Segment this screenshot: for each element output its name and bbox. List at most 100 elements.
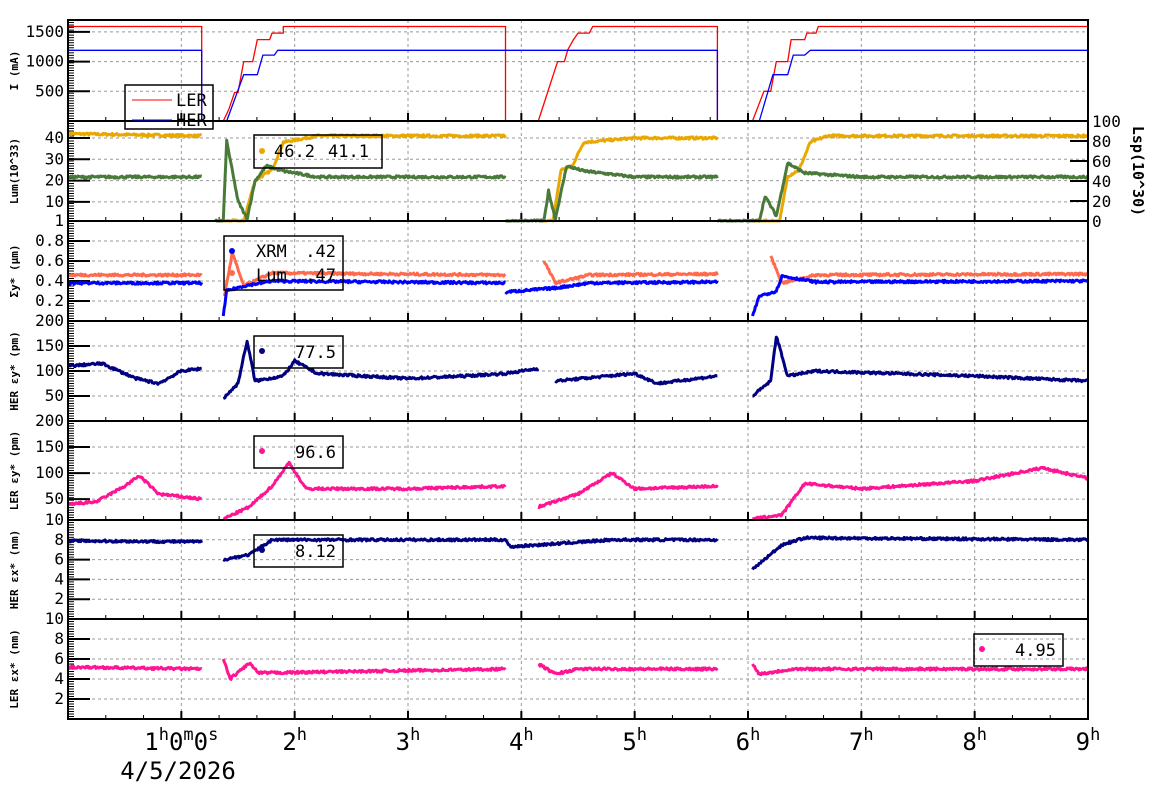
y-tick-label: 150 (35, 437, 64, 456)
y-tick-label: 150 (35, 336, 64, 355)
y-tick-label: 500 (35, 81, 64, 100)
legend-value: 4.95 (1015, 641, 1056, 661)
legend-marker-lum (229, 270, 235, 276)
y-tick-label: 4 (54, 569, 64, 588)
x-tick-label-part: 2 (282, 728, 296, 756)
y-tick-label: 200 (35, 411, 64, 430)
x-tick-label-part: 8 (962, 728, 976, 756)
y-axis-label: HER εy* (pm) (8, 331, 21, 410)
x-tick-label-part: h (159, 725, 169, 745)
y-tick-label: 10 (45, 510, 64, 529)
y-tick-label: 8 (54, 530, 64, 549)
x-tick-label-part: h (410, 725, 420, 745)
y-axis-label: Lum(10^33) (8, 138, 21, 204)
y-tick-label: 2 (54, 689, 64, 708)
panel-2: 0.20.40.60.8 Σy* (µm) (8, 220, 1090, 322)
series-3-0 (67, 335, 1089, 400)
x-tick-label-part: 5 (622, 728, 636, 756)
y-tick-label: 1500 (25, 22, 64, 41)
y-axis-label: HER εx* (nm) (8, 530, 21, 609)
x-tick-label: 6h (736, 725, 761, 756)
y-axis-label: Σy* (µm) (8, 245, 21, 298)
x-tick-label: 8h (962, 725, 987, 756)
legend-marker (259, 148, 265, 154)
panel-frame (67, 420, 1089, 521)
y-tick-label: 6 (54, 649, 64, 668)
y-tick-label: 20 (45, 171, 64, 190)
x-tick-label-part: h (523, 725, 533, 745)
x-tick-label-part: h (637, 725, 647, 745)
x-tick-label-part: 6 (736, 728, 750, 756)
legend-value-xrm: .42 (305, 242, 336, 262)
series-2-1 (66, 274, 1090, 317)
series-2-0 (67, 251, 1089, 297)
y-axis-label: I (mA) (8, 51, 21, 91)
legend-label-ler: LER (176, 91, 207, 111)
series-1-1 (67, 138, 1089, 223)
y-tick-label: 6 (54, 550, 64, 569)
y-tick-label: 100 (35, 463, 64, 482)
y-tick-label: 0.8 (35, 231, 64, 250)
panel-3: 50 100 150 200 HER εy* (pm) (8, 311, 1089, 422)
y-tick-label: 1000 (25, 52, 64, 71)
legend-marker (979, 646, 985, 652)
legend-marker (259, 448, 265, 454)
right-y-tick-label: 60 (1092, 152, 1111, 171)
legend-value: 41.1 (328, 142, 369, 162)
legend-marker (259, 547, 265, 553)
legend-sigma (223, 235, 344, 291)
legend-current (124, 84, 214, 130)
legend-panel-4 (253, 435, 344, 469)
x-tick-label-part: h (977, 725, 987, 745)
x-tick-label-part: 0 (194, 728, 208, 756)
legend-value: 8.12 (295, 542, 336, 562)
y-tick-label: 10 (45, 192, 64, 211)
legend-value: 46.2 (274, 142, 315, 162)
x-tick-label-part: m (183, 725, 193, 745)
legend-panel-3 (253, 335, 344, 369)
panel-4: 10 50 100 150 200 LER εy* (pm) (8, 411, 1090, 529)
legend-value: 77.5 (295, 343, 336, 363)
x-tick-label-part: 7 (849, 728, 863, 756)
x-tick-label-part: h (750, 725, 760, 745)
y-tick-label: 0.4 (35, 271, 64, 290)
x-tick-label: 5h (622, 725, 647, 756)
x-tick-label-part: 0 (169, 728, 183, 756)
y-tick-label: 100 (35, 361, 64, 380)
series-5-0 (67, 535, 1090, 571)
y-tick-label: 1 (54, 211, 64, 230)
x-tick-label-part: 9 (1076, 728, 1090, 756)
x-tick-label-part: s (208, 725, 218, 745)
right-y-tick-label: 40 (1092, 172, 1111, 191)
series-0-0 (68, 25, 1088, 122)
y-tick-label: 10 (45, 609, 64, 628)
legend-label-lum: Lum (256, 266, 287, 286)
legend-marker (259, 348, 265, 354)
x-tick-label-part: 3 (396, 728, 410, 756)
panel-frame (67, 519, 1089, 620)
x-date-label: 4/5/2026 (120, 757, 236, 782)
right-y-tick-label: 100 (1092, 112, 1121, 131)
panel-1: 110203040020406080100Lsp(10^30)Lum(10^33… (8, 112, 1147, 231)
right-y-tick-label: 0 (1092, 212, 1102, 231)
y-tick-label: 0.2 (35, 291, 64, 310)
legend-value-lum: .47 (305, 266, 336, 286)
y-tick-label: 30 (45, 149, 64, 168)
x-tick-label: 7h (849, 725, 874, 756)
legend-value: 96.6 (295, 443, 336, 463)
y-tick-label: 200 (35, 311, 64, 330)
legend-label-her: HER (176, 111, 207, 131)
panel-frame (67, 618, 1089, 720)
x-tick-label: 4h (509, 725, 534, 756)
right-y-tick-label: 20 (1092, 192, 1111, 211)
y-tick-label: 0.6 (35, 251, 64, 270)
y-tick-label: 50 (45, 386, 64, 405)
y-tick-label: 2 (54, 589, 64, 608)
series-0-1 (68, 49, 1088, 122)
x-tick-label-part: 4 (509, 728, 523, 756)
x-tick-label: 2h (282, 725, 307, 756)
x-tick-label: 3h (396, 725, 421, 756)
legend-label-xrm: XRM (256, 242, 287, 262)
